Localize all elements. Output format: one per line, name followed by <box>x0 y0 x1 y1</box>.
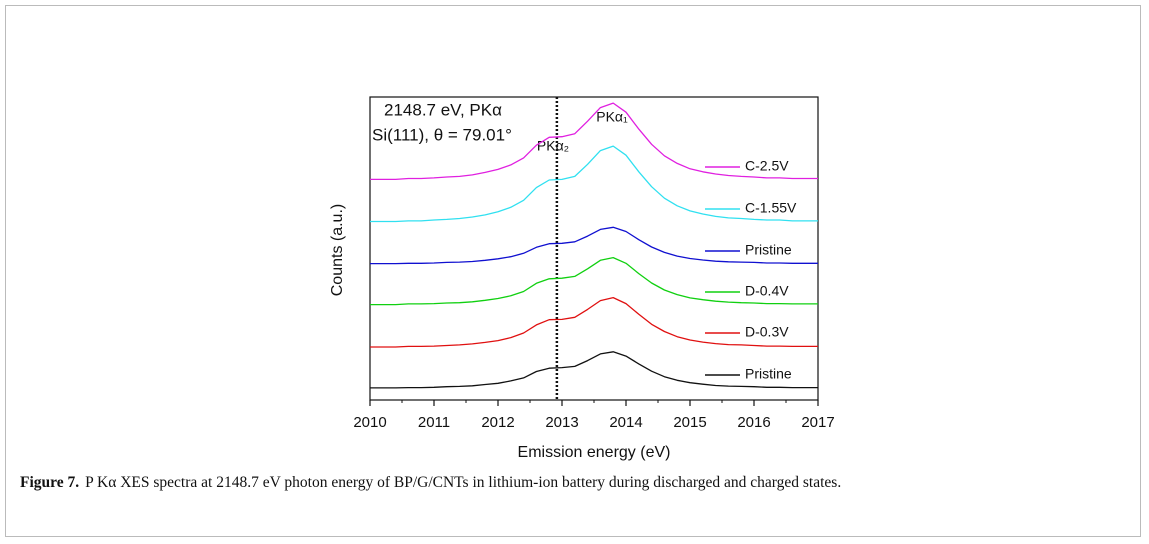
spectrum-line <box>370 102 818 181</box>
annotation: Si(111), θ = 79.01° <box>372 125 512 144</box>
spectrum-line <box>370 296 818 348</box>
legend-label: Pristine <box>745 366 792 382</box>
legend-label: D-0.4V <box>745 283 789 299</box>
spectrum-line <box>370 256 818 306</box>
x-tick-label: 2017 <box>801 414 834 431</box>
annotation: PKα₁ <box>596 109 628 125</box>
x-axis-label: Emission energy (eV) <box>518 444 671 461</box>
x-tick-label: 2015 <box>673 414 706 431</box>
x-tick-label: 2010 <box>353 414 386 431</box>
y-axis-label: Counts (a.u.) <box>329 204 346 296</box>
x-tick-label: 2016 <box>737 414 770 431</box>
x-tick-label: 2011 <box>418 414 450 431</box>
spectrum-line <box>370 351 818 389</box>
spectrum-line <box>370 226 818 265</box>
caption: Figure 7. P Kα XES spectra at 2148.7 eV p… <box>20 470 1130 496</box>
caption-text: P Kα XES spectra at 2148.7 eV photon ene… <box>85 474 842 491</box>
annotation: 2148.7 eV, PKα <box>384 100 502 119</box>
legend-label: D-0.3V <box>745 324 789 340</box>
legend-label: C-2.5V <box>745 158 789 174</box>
x-tick-label: 2012 <box>481 414 514 431</box>
caption-label: Figure 7. <box>20 474 80 491</box>
annotation: PKα₂ <box>537 138 569 154</box>
legend-label: Pristine <box>745 242 792 258</box>
x-tick-label: 2014 <box>609 414 642 431</box>
x-tick-label: 2013 <box>545 414 578 431</box>
legend-label: C-1.55V <box>745 200 797 216</box>
spectrum-line <box>370 145 818 223</box>
figure-frame <box>5 5 1141 537</box>
